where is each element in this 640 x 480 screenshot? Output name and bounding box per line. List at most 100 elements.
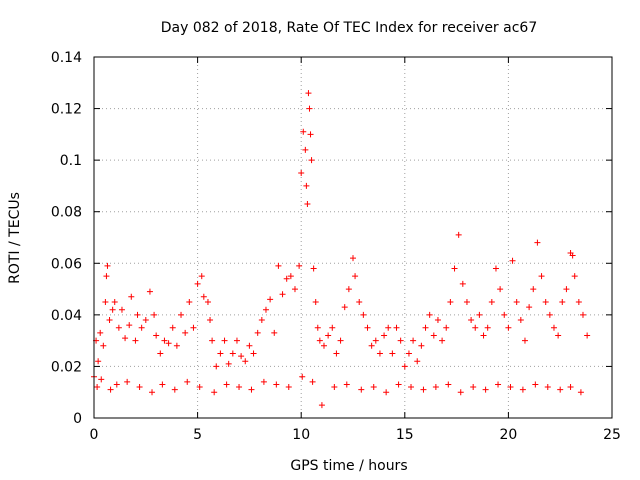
data-point xyxy=(169,324,176,331)
data-point xyxy=(204,298,211,305)
data-point xyxy=(569,252,576,259)
data-point xyxy=(571,273,578,280)
data-point xyxy=(242,358,249,365)
data-point xyxy=(492,265,499,272)
plot-frame xyxy=(93,56,613,419)
data-point xyxy=(285,384,292,391)
data-point xyxy=(341,304,348,311)
data-point xyxy=(408,384,415,391)
data-point xyxy=(459,280,466,287)
data-point xyxy=(544,384,551,391)
y-tick-label: 0 xyxy=(73,411,82,427)
data-point xyxy=(472,324,479,331)
data-point xyxy=(111,298,118,305)
data-point xyxy=(271,329,278,336)
y-tick-label: 0.08 xyxy=(51,205,82,221)
data-point xyxy=(250,350,257,357)
data-point xyxy=(262,306,269,313)
data-point xyxy=(115,324,122,331)
data-point xyxy=(267,296,274,303)
x-tick-label: 0 xyxy=(90,427,99,443)
data-point xyxy=(146,288,153,295)
data-point xyxy=(109,306,116,313)
data-point xyxy=(287,273,294,280)
data-point xyxy=(414,358,421,365)
data-points xyxy=(91,90,591,409)
axis-ticks xyxy=(93,56,613,419)
data-point xyxy=(309,378,316,385)
data-point xyxy=(364,324,371,331)
data-point xyxy=(124,378,131,385)
data-point xyxy=(238,353,245,360)
data-point xyxy=(207,317,214,324)
data-point xyxy=(302,146,309,153)
x-tick-label: 5 xyxy=(193,427,202,443)
data-point xyxy=(457,389,464,396)
data-point xyxy=(194,280,201,287)
data-point xyxy=(95,358,102,365)
data-point xyxy=(482,386,489,393)
data-point xyxy=(211,389,218,396)
data-point xyxy=(567,384,574,391)
data-point xyxy=(138,324,145,331)
data-point xyxy=(451,265,458,272)
data-point xyxy=(329,324,336,331)
data-point xyxy=(223,381,230,388)
data-point xyxy=(393,324,400,331)
data-point xyxy=(260,378,267,385)
data-point xyxy=(389,350,396,357)
data-point xyxy=(337,337,344,344)
data-point xyxy=(213,363,220,370)
data-point xyxy=(106,317,113,324)
data-point xyxy=(225,360,232,367)
data-point xyxy=(383,389,390,396)
data-point xyxy=(308,157,315,164)
data-point xyxy=(246,342,253,349)
y-tick-label: 0.14 xyxy=(51,50,82,66)
data-point xyxy=(507,384,514,391)
data-point xyxy=(418,342,425,349)
data-point xyxy=(107,386,114,393)
data-point xyxy=(352,273,359,280)
data-point xyxy=(432,384,439,391)
data-point xyxy=(310,265,317,272)
data-point xyxy=(186,298,193,305)
data-point xyxy=(405,350,412,357)
data-point xyxy=(100,342,107,349)
data-point xyxy=(94,384,101,391)
data-point xyxy=(233,337,240,344)
data-point xyxy=(198,273,205,280)
data-point xyxy=(298,170,305,177)
data-point xyxy=(434,317,441,324)
data-point xyxy=(513,298,520,305)
data-point xyxy=(559,298,566,305)
data-point xyxy=(132,337,139,344)
data-point xyxy=(331,384,338,391)
data-point xyxy=(495,381,502,388)
data-point xyxy=(273,381,280,388)
data-point xyxy=(395,381,402,388)
data-point xyxy=(519,386,526,393)
y-axis-title: ROTI / TECUs xyxy=(7,192,23,284)
axis-tick-labels: 0 5 10 15 20 25 0 0.02 0.04 0.06 0.08 0.1 0.12 0.14 xyxy=(51,50,621,443)
y-tick-label: 0.06 xyxy=(51,256,82,272)
data-point xyxy=(184,378,191,385)
data-point xyxy=(102,298,109,305)
data-point xyxy=(370,384,377,391)
data-point xyxy=(200,293,207,300)
data-point xyxy=(345,286,352,293)
data-point xyxy=(358,386,365,393)
data-point xyxy=(521,337,528,344)
data-point xyxy=(325,332,332,339)
data-point xyxy=(584,332,591,339)
data-point xyxy=(113,381,120,388)
data-point xyxy=(397,337,404,344)
data-point xyxy=(468,317,475,324)
data-point xyxy=(236,384,243,391)
data-point xyxy=(538,273,545,280)
data-point xyxy=(509,257,516,264)
data-point xyxy=(401,363,408,370)
data-point xyxy=(430,332,437,339)
data-point xyxy=(296,262,303,269)
